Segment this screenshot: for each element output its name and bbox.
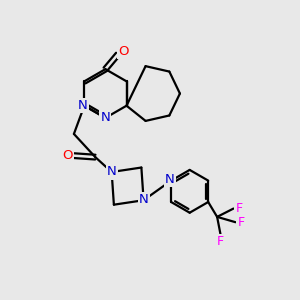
Text: F: F bbox=[217, 235, 224, 248]
Text: N: N bbox=[107, 166, 116, 178]
Text: N: N bbox=[165, 172, 175, 186]
Text: O: O bbox=[62, 148, 73, 162]
Text: F: F bbox=[237, 216, 244, 229]
Text: N: N bbox=[78, 99, 88, 112]
Text: O: O bbox=[118, 45, 128, 58]
Text: F: F bbox=[235, 202, 242, 215]
Text: N: N bbox=[139, 193, 148, 206]
Text: N: N bbox=[100, 111, 110, 124]
